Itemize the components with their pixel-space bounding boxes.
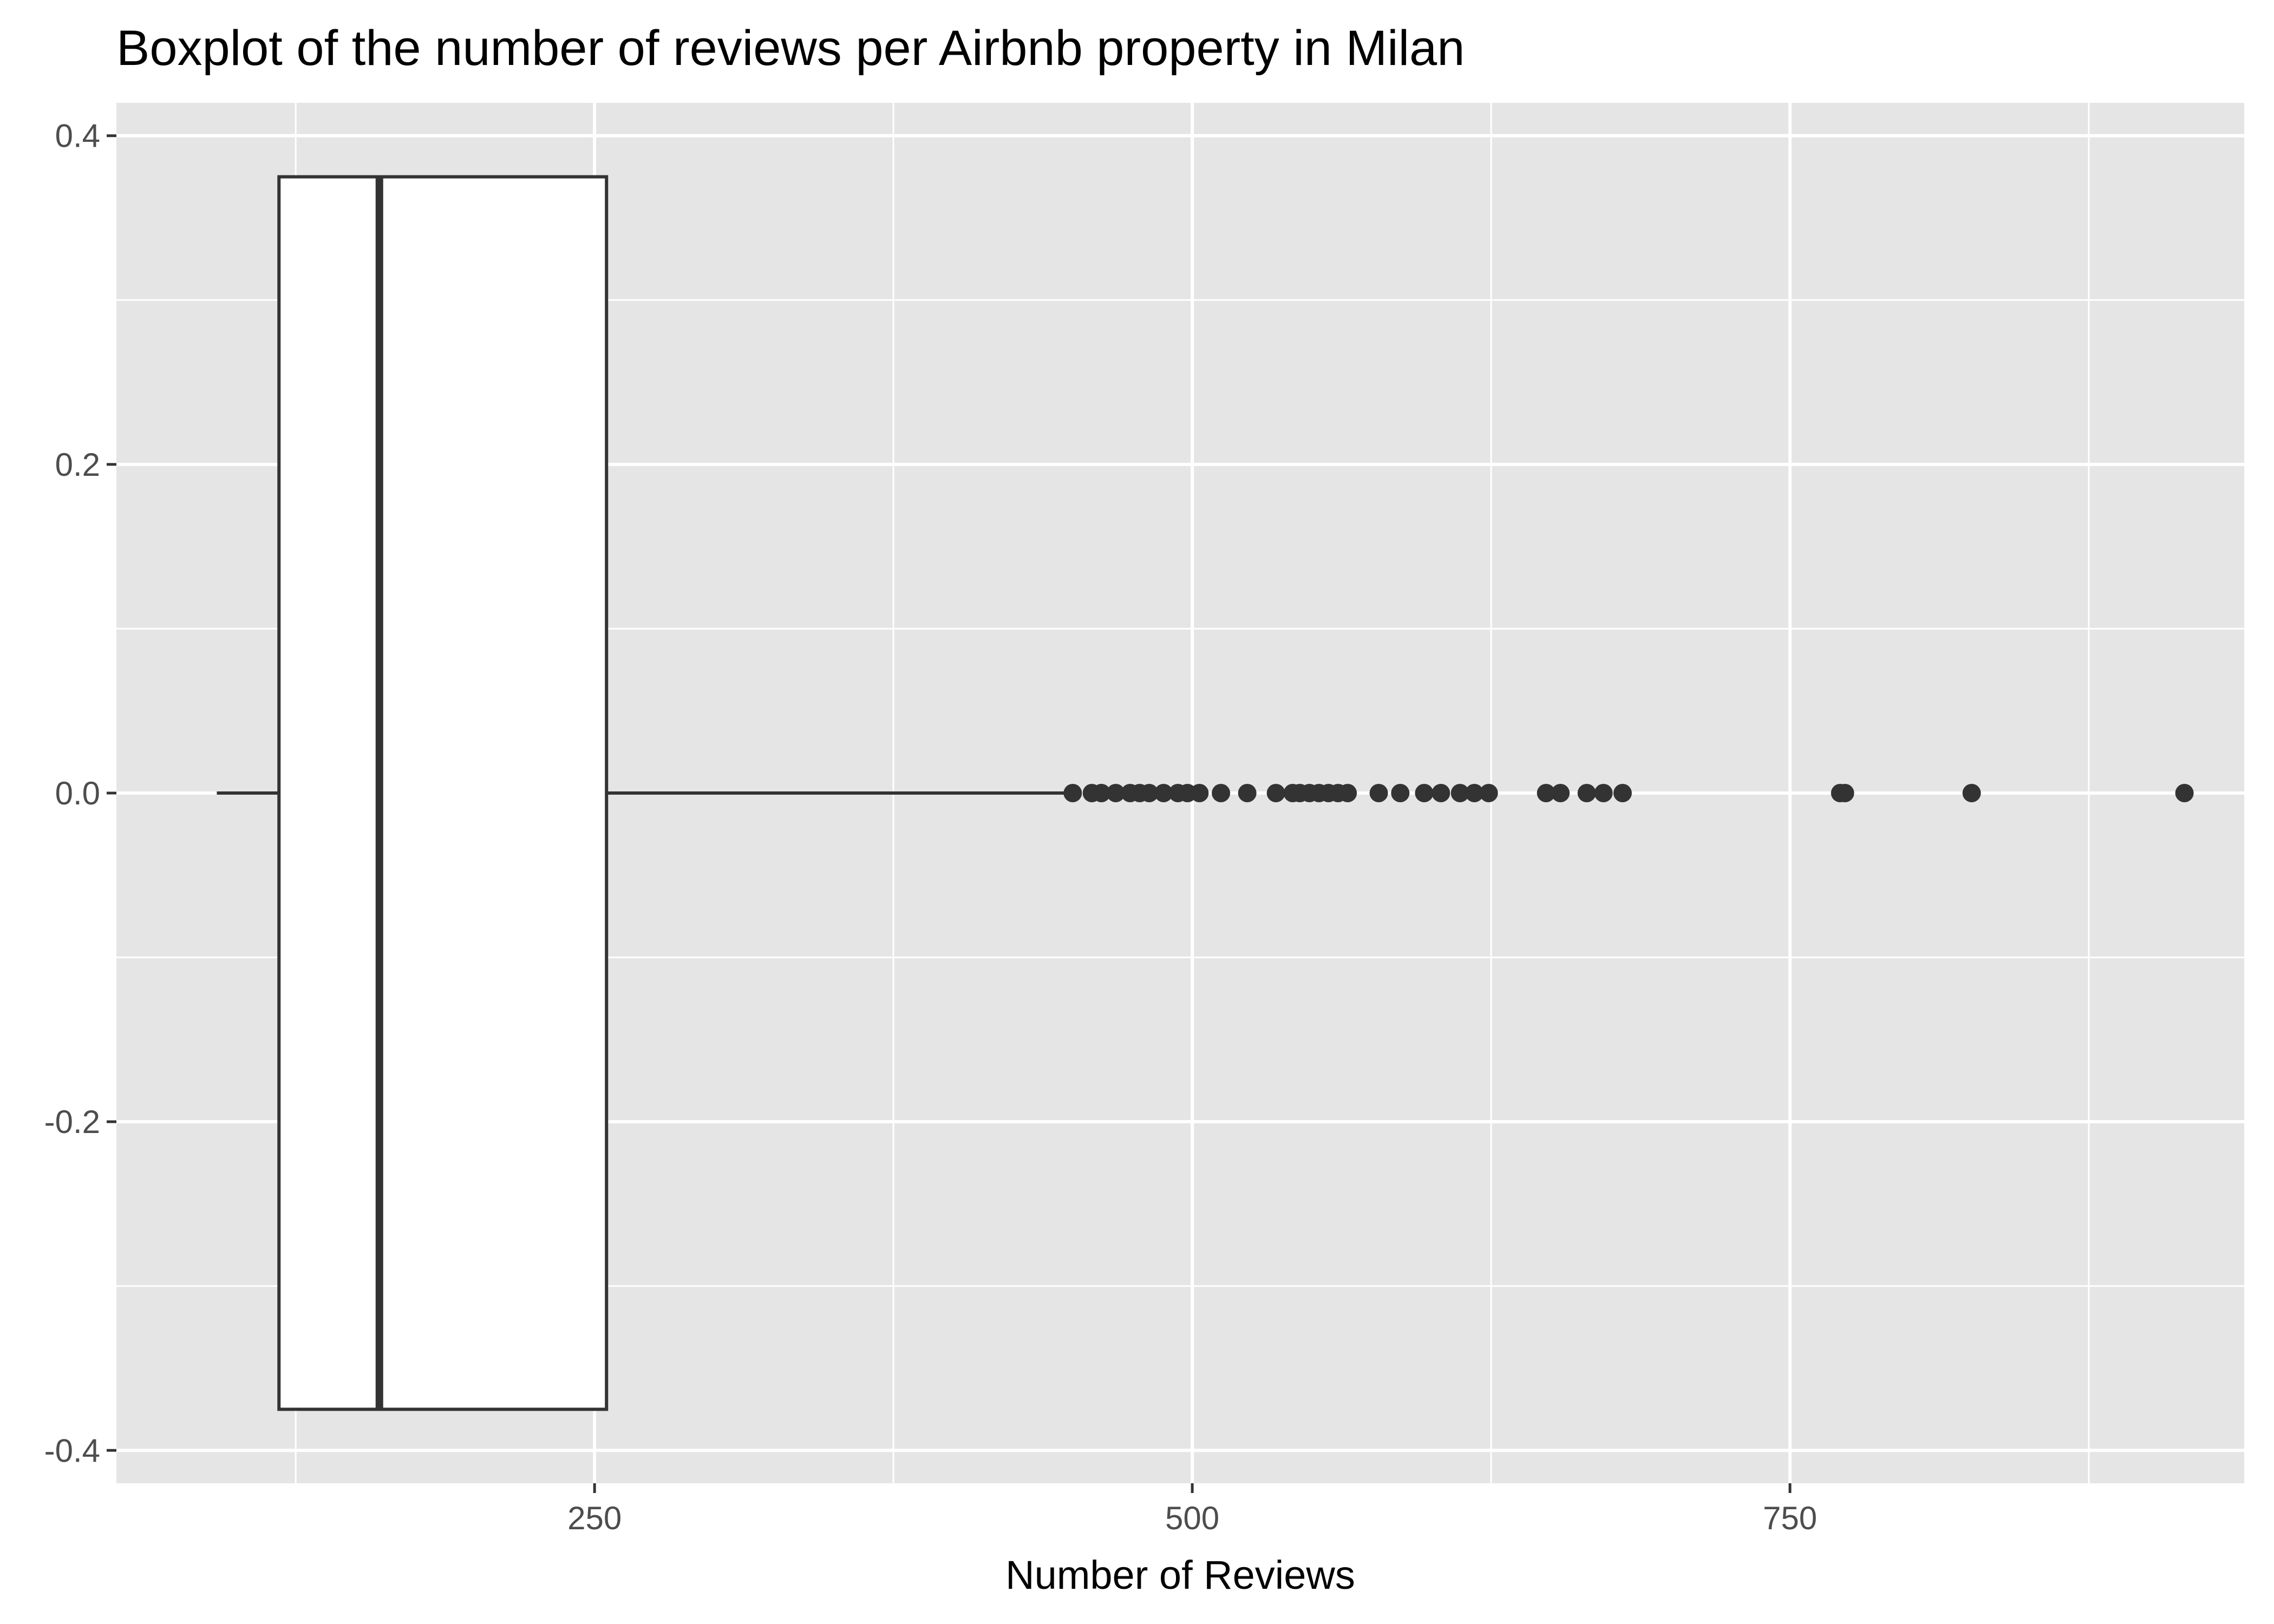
outlier-point [1238, 784, 1257, 802]
outlier-point [1432, 784, 1450, 802]
boxplot-box [217, 175, 1073, 1411]
outlier-point [1369, 784, 1388, 802]
outlier-points [1063, 784, 2194, 802]
outlier-point [1154, 784, 1173, 802]
outlier-point [1338, 784, 1357, 802]
x-tick-label: 500 [1165, 1500, 1219, 1536]
outlier-point [1092, 784, 1111, 802]
y-tick-label: -0.2 [44, 1104, 100, 1140]
outlier-point [1415, 784, 1434, 802]
outlier-point [1266, 784, 1285, 802]
outlier-point [1577, 784, 1596, 802]
outlier-point [1063, 784, 1082, 802]
outlier-point [1962, 784, 1981, 802]
chart-title: Boxplot of the number of reviews per Air… [116, 21, 1465, 76]
y-tick-label: -0.4 [44, 1432, 100, 1469]
x-tick-label: 750 [1763, 1500, 1817, 1536]
outlier-point [1835, 784, 1854, 802]
outlier-point [1479, 784, 1498, 802]
outlier-point [1551, 784, 1570, 802]
outlier-point [1613, 784, 1632, 802]
outlier-point [1450, 784, 1469, 802]
x-axis-title: Number of Reviews [1005, 1553, 1355, 1597]
outlier-point [1537, 784, 1556, 802]
outlier-point [1465, 784, 1484, 802]
y-tick-label: 0.2 [55, 447, 100, 483]
outlier-point [1212, 784, 1231, 802]
outlier-point [2175, 784, 2194, 802]
y-axis: -0.4 -0.2 0.0 0.2 0.4 [44, 118, 116, 1469]
y-tick-label: 0.4 [55, 118, 100, 154]
interquartile-box [277, 175, 609, 1411]
outlier-point [1594, 784, 1613, 802]
outlier-point [1140, 784, 1159, 802]
y-tick-label: 0.0 [55, 775, 100, 811]
x-tick-label: 250 [567, 1500, 622, 1536]
x-axis: 250 500 750 [567, 1483, 1817, 1536]
outlier-point [1391, 784, 1410, 802]
outlier-point [1190, 784, 1209, 802]
outlier-point [1106, 784, 1125, 802]
